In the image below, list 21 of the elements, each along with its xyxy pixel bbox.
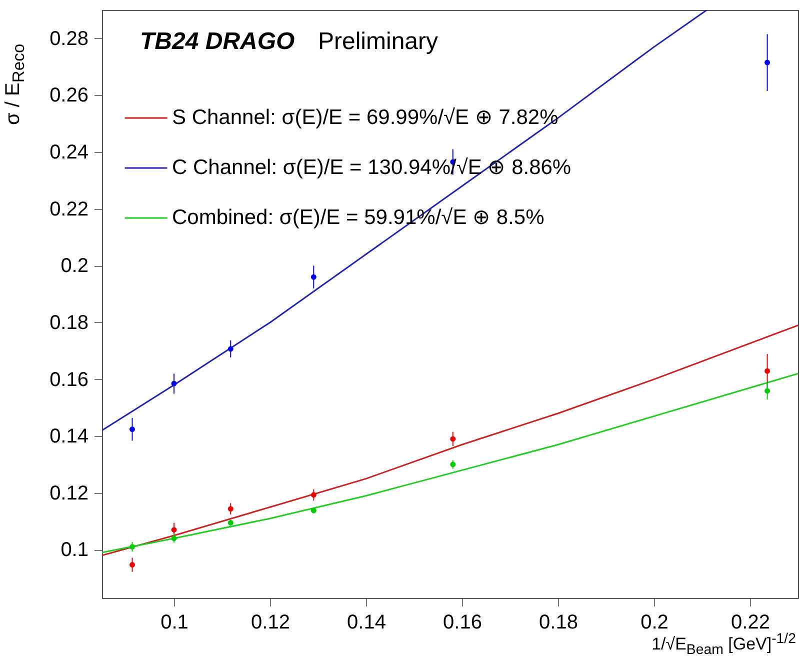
x-tick-label: 0.18 <box>539 612 578 634</box>
x-tick-label: 0.1 <box>160 612 188 634</box>
y-tick-label: 0.18 <box>50 312 88 334</box>
y-tick-label: 0.26 <box>50 84 88 107</box>
y-tick-label: 0.16 <box>50 368 88 391</box>
text: Preliminary <box>318 28 438 56</box>
y-tick-label: 0.28 <box>50 28 88 50</box>
x-tick-label: 0.2 <box>640 612 668 634</box>
x-tick-label: 0.22 <box>731 612 770 634</box>
x-tick-label: 0.16 <box>443 612 482 634</box>
x-axis-title: 1/√E$_{Beam}$ [GeV]$^{-1/2}$ <box>652 631 796 658</box>
text: TB24 DRAGO <box>140 28 295 56</box>
legend-label: S Channel: σ(E)/E = 69.99%/√E ⊕ 7.82% <box>172 106 558 129</box>
y-tick-label: 0.12 <box>50 482 88 504</box>
x-tick-label: 0.12 <box>251 612 290 634</box>
x-tick-label: 0.14 <box>347 612 386 634</box>
y-tick-label: 0.22 <box>50 198 88 220</box>
y-tick-label: 0.2 <box>60 255 88 278</box>
y-tick-label: 0.24 <box>50 142 88 164</box>
y-tick-label: 0.14 <box>50 426 88 448</box>
y-tick-label: 0.1 <box>60 539 88 562</box>
